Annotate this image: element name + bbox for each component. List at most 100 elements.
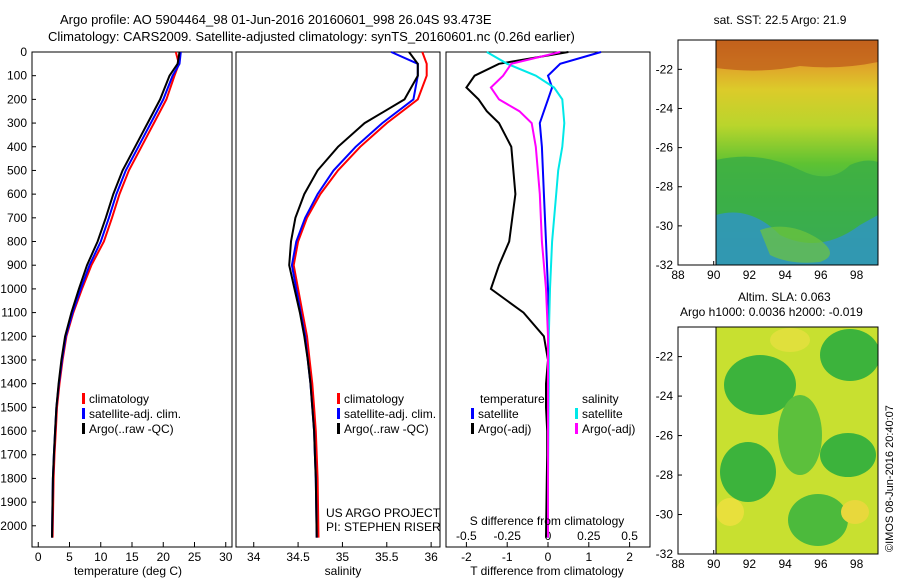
map-y-tick-label: -28 [656, 468, 674, 482]
depth-tick-label: 1000 [0, 282, 27, 296]
salinity-xlabel: salinity [325, 564, 362, 578]
depth-tick-label: 900 [7, 258, 27, 272]
legend-label: Argo(..raw -QC) [344, 422, 429, 436]
map-x-tick-label: 90 [707, 557, 721, 571]
sla-blob [820, 433, 876, 477]
salinity-legend: climatology satellite-adj. clim. Argo(..… [337, 392, 436, 436]
x-tick-label: 1 [585, 550, 592, 564]
map-y-tick-label: -32 [656, 258, 674, 272]
x-tick-label: 5 [66, 550, 73, 564]
legend-title-temperature: temperature [480, 392, 545, 406]
legend-swatch-t-satellite [471, 408, 474, 419]
figure-title-line1: Argo profile: AO 5904464_98 01-Jun-2016 … [60, 12, 492, 27]
map-x-tick-label: 94 [778, 557, 792, 571]
map-x-tick-label: 88 [671, 268, 685, 282]
x-tick-label: 36 [424, 550, 438, 564]
depth-tick-label: 1900 [0, 495, 27, 509]
x-tick-label: 35 [336, 550, 350, 564]
depth-tick-label: 1500 [0, 400, 27, 414]
top-x-tick-label: -0.5 [456, 529, 477, 543]
sla-map-subtitle: Argo h1000: 0.0036 h2000: -0.019 [680, 305, 863, 319]
sst-map-field [716, 40, 878, 265]
map-y-tick-label: -22 [656, 62, 674, 76]
depth-tick-label: 200 [7, 92, 27, 106]
x-tick-label: 0 [35, 550, 42, 564]
map-y-tick-label: -30 [656, 508, 674, 522]
map-y-tick-label: -26 [656, 141, 674, 155]
legend-title-salinity: salinity [582, 392, 619, 406]
depth-tick-label: 1200 [0, 329, 27, 343]
depth-tick-label: 600 [7, 187, 27, 201]
project-label: US ARGO PROJECT [326, 506, 441, 520]
series-line [465, 51, 569, 538]
sst-map-warm-band [716, 40, 878, 71]
legend-swatch-argo [337, 423, 340, 434]
map-x-tick-label: 90 [707, 268, 721, 282]
legend-label: Argo(-adj) [478, 422, 531, 436]
x-tick-label: 30 [219, 550, 233, 564]
x-tick-label: 25 [188, 550, 202, 564]
legend-swatch-satellite [337, 408, 340, 419]
map-y-tick-label: -26 [656, 429, 674, 443]
temperature-xlabel: temperature (deg C) [74, 564, 182, 578]
legend-swatch-climatology [82, 393, 85, 404]
depth-tick-label: 1600 [0, 424, 27, 438]
depth-tick-label: 300 [7, 116, 27, 130]
sla-blob [778, 395, 822, 475]
difference-top-xlabel: S difference from climatology [470, 514, 625, 528]
legend-label: Argo(..raw -QC) [89, 422, 174, 436]
sst-map-patch [760, 226, 830, 263]
x-tick-label: 15 [125, 550, 139, 564]
sla-blob [724, 355, 796, 415]
x-tick-label: -1 [502, 550, 513, 564]
depth-tick-label: 500 [7, 163, 27, 177]
figure-title-line2: Climatology: CARS2009. Satellite-adjuste… [48, 29, 575, 44]
series-line [292, 51, 428, 538]
legend-swatch-s-satellite [575, 408, 578, 419]
x-tick-label: 10 [94, 550, 108, 564]
sla-blob [788, 494, 848, 546]
series-line [51, 51, 180, 538]
imos-stamp: ©IMOS 08-Jun-2016 20:40:07 [884, 405, 896, 552]
sla-map-frame [677, 326, 879, 555]
x-tick-label: 0 [545, 550, 552, 564]
temperature-legend: climatology satellite-adj. clim. Argo(..… [82, 392, 181, 436]
sla-blob [770, 328, 810, 352]
legend-swatch-climatology [337, 393, 340, 404]
x-tick-label: 34 [247, 550, 261, 564]
sla-blob [820, 329, 878, 381]
salinity-axes-frame [235, 51, 441, 548]
sst-map-cold-region [716, 212, 878, 265]
depth-tick-label: 700 [7, 211, 27, 225]
sla-blob [841, 500, 869, 524]
sla-map-title: Altim. SLA: 0.063 [738, 290, 831, 304]
depth-tick-label: 1400 [0, 377, 27, 391]
legend-swatch-satellite [82, 408, 85, 419]
depth-tick-label: 1100 [1, 306, 27, 320]
difference-xlabel: T difference from climatology [470, 564, 624, 578]
series-line [51, 51, 182, 538]
x-tick-label: 34.5 [286, 550, 310, 564]
legend-label: satellite-adj. clim. [89, 407, 181, 421]
sst-map-title: sat. SST: 22.5 Argo: 21.9 [714, 13, 847, 27]
map-x-tick-label: 98 [850, 557, 864, 571]
sst-map-frame [677, 39, 879, 266]
depth-tick-label: 400 [7, 140, 27, 154]
depth-tick-label: 800 [7, 235, 27, 249]
map-x-tick-label: 96 [814, 268, 828, 282]
map-x-tick-label: 92 [743, 268, 757, 282]
sla-blob [720, 442, 776, 502]
top-x-tick-label: 0.25 [577, 529, 601, 543]
depth-tick-label: 1800 [0, 471, 27, 485]
map-x-tick-label: 94 [778, 268, 792, 282]
legend-swatch-t-argo [471, 423, 474, 434]
map-x-tick-label: 88 [671, 557, 685, 571]
map-y-tick-label: -28 [656, 180, 674, 194]
map-y-tick-label: -30 [656, 219, 674, 233]
legend-label: satellite-adj. clim. [344, 407, 436, 421]
series-line [51, 51, 181, 538]
series-line [288, 51, 419, 538]
pi-label: PI: STEPHEN RISER [326, 520, 441, 534]
legend-swatch-argo [82, 423, 85, 434]
